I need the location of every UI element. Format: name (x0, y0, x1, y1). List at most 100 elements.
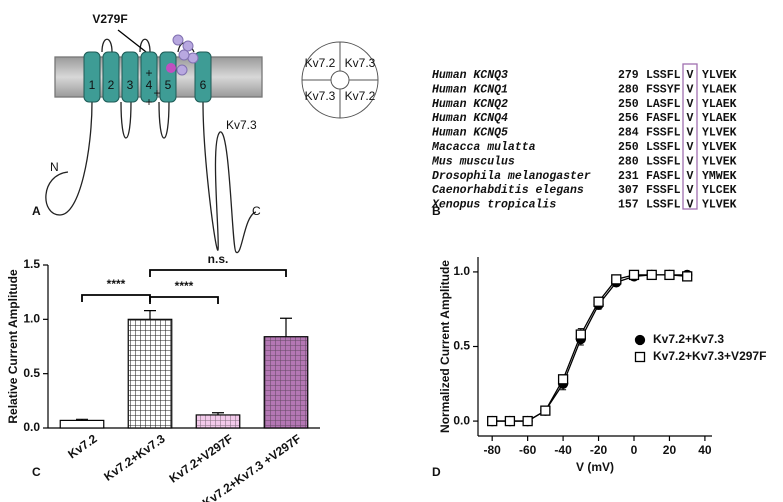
significance-bracket (149, 296, 219, 304)
residue-number: 256 (618, 112, 639, 125)
helix-label: 5 (165, 78, 172, 92)
sequence: FASFL (646, 170, 681, 183)
sequence: LSSFL (646, 199, 681, 212)
sequence: LSSFL (646, 155, 681, 168)
highlight-box (682, 63, 698, 210)
ion (172, 34, 184, 46)
legend-label: Kv7.2+Kv7.3+V297F (653, 349, 766, 363)
species: Human KCNQ3 (432, 69, 508, 82)
charge: + (145, 95, 152, 109)
y-tick-label: 1.5 (23, 257, 40, 271)
helix (102, 51, 120, 103)
species: Mus musculus (431, 155, 515, 168)
sequence: YLAEK (702, 112, 737, 125)
charge: + (153, 86, 160, 100)
panel-label: B (432, 204, 441, 218)
conserved-residue: V (687, 141, 694, 154)
conserved-residue: V (687, 170, 694, 183)
conserved-residue: V (687, 83, 694, 96)
sequence: LSSFL (646, 141, 681, 154)
residue-number: 279 (618, 69, 639, 82)
residue-number: 157 (618, 199, 639, 212)
data-point (611, 274, 622, 285)
data-point (593, 296, 604, 307)
ion (187, 52, 199, 64)
x-tick-label: 20 (663, 443, 677, 457)
y-tick-label: 0.0 (453, 413, 470, 427)
y-tick-label: 0.5 (23, 366, 40, 380)
ion (176, 64, 188, 76)
species: Macacca mulatta (431, 141, 536, 154)
x-axis-label: V (mV) (576, 460, 614, 474)
species: Drosophila melanogaster (432, 170, 591, 183)
residue-number: 250 (618, 141, 639, 154)
species: Human KCNQ5 (432, 127, 508, 140)
error-bar (212, 412, 224, 415)
sequence: YLCEK (702, 184, 737, 197)
y-axis-label: Relative Current Amplitude (6, 269, 20, 424)
y-tick-label: 1.0 (453, 264, 470, 278)
species: Human KCNQ1 (432, 83, 508, 96)
panel-label: C (32, 465, 41, 479)
y-tick-label: 0.0 (23, 420, 40, 434)
tetramer-label: Kv7.3 (305, 89, 336, 103)
residue-number: 284 (618, 127, 639, 140)
data-point (646, 269, 657, 281)
mutation-site (166, 63, 176, 73)
mutation-label: V279F (92, 12, 127, 26)
bar-pattern (128, 319, 172, 428)
significance-bracket (149, 269, 287, 277)
species: Xenopus tropicalis (431, 199, 556, 212)
x-tick-label: -60 (519, 443, 537, 457)
species: Human KCNQ2 (432, 98, 508, 111)
residue-number: 250 (618, 98, 639, 111)
sequence: FSSFL (646, 127, 681, 140)
data-point (487, 415, 498, 427)
fit-line (492, 274, 688, 422)
sequence: YLAEK (702, 98, 737, 111)
tetramer-label: Kv7.3 (345, 56, 376, 70)
ion (178, 49, 190, 61)
data-point (664, 269, 675, 281)
data-point (575, 329, 586, 340)
legend-marker (634, 351, 646, 363)
x-tick-label: Kv7.2+Kv7.3 (101, 431, 167, 483)
error-bar (280, 317, 292, 337)
subunit-label: Kv7.3 (226, 118, 257, 132)
sequence: LSSFL (646, 69, 681, 82)
x-tick-label: -80 (484, 443, 502, 457)
helix (83, 51, 101, 103)
ion (182, 40, 194, 52)
conserved-residue: V (687, 112, 694, 125)
species: Human KCNQ4 (432, 112, 508, 125)
conserved-residue: V (687, 127, 694, 140)
residue-number: 231 (618, 170, 639, 183)
sequence: YLVEK (702, 141, 737, 154)
bar-pattern (196, 414, 240, 428)
significance-label: **** (107, 277, 126, 291)
panel-label: A (32, 204, 41, 218)
sequence: FASFL (646, 112, 681, 125)
helix-label: 6 (200, 78, 207, 92)
charge: + (145, 66, 152, 80)
helix (194, 51, 212, 103)
helix (121, 51, 139, 103)
helix-label: 2 (108, 78, 115, 92)
bar-pattern (264, 336, 308, 428)
species: Caenorhabditis elegans (432, 184, 584, 197)
conserved-residue: V (687, 155, 694, 168)
legend-marker (634, 334, 646, 346)
fit-line (492, 274, 688, 422)
helix (159, 51, 177, 103)
x-tick-label: 0 (631, 443, 638, 457)
x-tick-label: Kv7.2 (65, 431, 100, 461)
data-point (540, 405, 551, 416)
legend-label: Kv7.2+Kv7.3 (653, 332, 724, 346)
x-tick-label: -20 (590, 443, 608, 457)
data-point (504, 415, 516, 427)
tetramer-diagram (301, 41, 379, 119)
data-point (557, 374, 569, 385)
residue-number: 307 (618, 184, 639, 197)
tetramer-label: Kv7.2 (345, 89, 376, 103)
